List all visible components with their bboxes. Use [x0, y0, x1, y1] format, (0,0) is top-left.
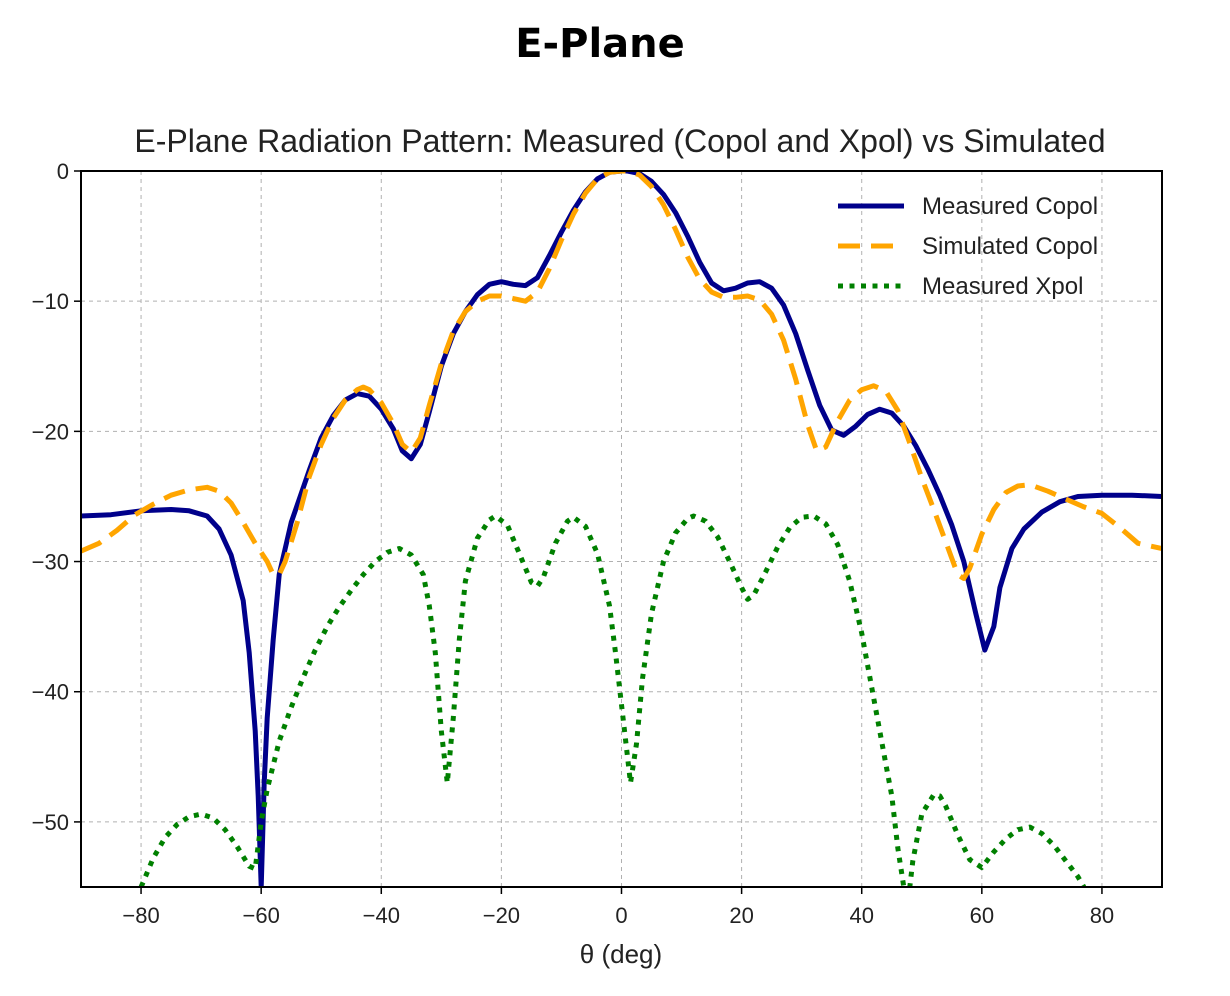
- legend-label: Measured Copol: [922, 193, 1098, 220]
- x-tick-label: −20: [483, 903, 520, 928]
- legend: Measured Copol Simulated Copol Measured Xp…: [838, 193, 1098, 300]
- series-line-3: [138, 513, 1087, 887]
- series-line-1: [81, 171, 1162, 887]
- chart-title: E-Plane Radiation Pattern: Measured (Cop…: [134, 123, 1105, 159]
- y-axis-ticks: 0 −10 −20 −30 −40 −50: [32, 159, 81, 835]
- x-tick-label: 80: [1090, 903, 1114, 928]
- x-tick-label: −60: [243, 903, 280, 928]
- series-layer: [81, 171, 1162, 887]
- y-tick-label: −50: [32, 810, 69, 835]
- y-tick-label: −20: [32, 419, 69, 444]
- x-tick-label: 60: [970, 903, 994, 928]
- page-heading: E-Plane: [515, 21, 685, 67]
- legend-label: Measured Xpol: [922, 273, 1083, 300]
- x-tick-label: −40: [363, 903, 400, 928]
- y-tick-label: 0: [57, 159, 69, 184]
- y-tick-label: −30: [32, 550, 69, 575]
- legend-label: Simulated Copol: [922, 233, 1098, 260]
- x-tick-label: 20: [729, 903, 753, 928]
- x-tick-label: 40: [849, 903, 873, 928]
- x-axis-label: θ (deg): [580, 939, 662, 969]
- y-tick-label: −10: [32, 289, 69, 314]
- x-tick-label: 0: [615, 903, 627, 928]
- y-tick-label: −40: [32, 680, 69, 705]
- x-tick-label: −80: [122, 903, 159, 928]
- x-axis-ticks: −80 −60 −40 −20 0 20 40 60 80: [122, 887, 1114, 928]
- series-line-2: [81, 171, 1162, 581]
